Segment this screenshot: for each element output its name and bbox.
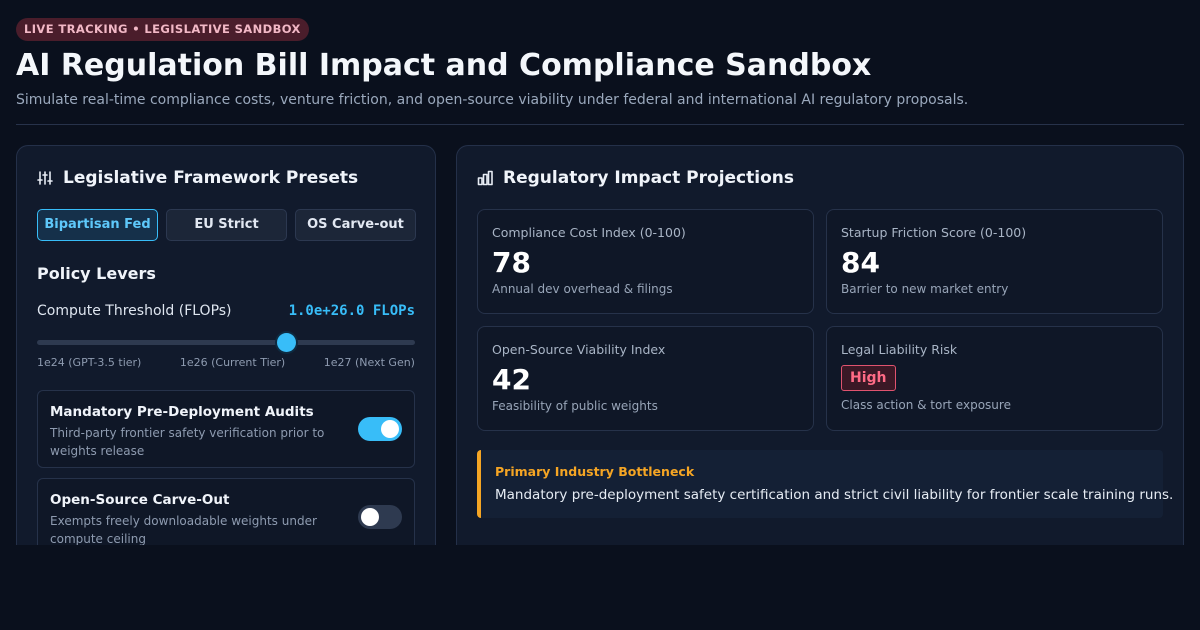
tick-label: 1e27 (Next Gen) [323, 356, 415, 369]
toggle-knob [361, 508, 379, 526]
metric-label: Open-Source Viability Index [492, 342, 666, 357]
metric-value: 78 [492, 246, 531, 279]
metric-label: Startup Friction Score (0-100) [841, 225, 1027, 240]
startup-friction-card: Startup Friction Score (0-100) 84 Barrie… [826, 209, 1163, 314]
open-source-carve-out-toggle[interactable] [358, 505, 402, 529]
preset-os-carve-out-button[interactable]: OS Carve-out [295, 209, 416, 241]
bar-chart-icon [477, 170, 493, 186]
open-source-carve-out-title: Open-Source Carve-Out [50, 492, 230, 508]
bottleneck-title: Primary Industry Bottleneck [495, 464, 695, 479]
tick-label: 1e24 (GPT-3.5 tier) [37, 356, 142, 369]
primary-bottleneck-callout: Primary Industry Bottleneck Mandatory pr… [477, 450, 1173, 518]
live-tracking-badge: LIVE TRACKING • LEGISLATIVE SANDBOX [16, 18, 309, 41]
open-source-carve-out-card: Open-Source Carve-Out Exempts freely dow… [37, 478, 415, 545]
pre-deployment-audits-title: Mandatory Pre-Deployment Audits [50, 404, 314, 420]
metric-subtext: Barrier to new market entry [841, 282, 1009, 296]
compute-threshold-ticks: 1e24 (GPT-3.5 tier) 1e26 (Current Tier) … [37, 356, 415, 369]
metric-value: 42 [492, 363, 531, 396]
metric-label: Legal Liability Risk [841, 342, 958, 357]
risk-level-badge: High [841, 365, 896, 391]
open-source-carve-out-desc: Exempts freely downloadable weights unde… [50, 514, 317, 545]
compute-threshold-value: 1.0e+26.0 FLOPs [288, 303, 415, 319]
legal-liability-card: Legal Liability Risk High Class action &… [826, 326, 1163, 431]
pre-deployment-audits-card: Mandatory Pre-Deployment Audits Third-pa… [37, 390, 415, 468]
compute-threshold-slider-thumb[interactable] [276, 333, 296, 352]
page-subtitle: Simulate real-time compliance costs, ven… [16, 92, 969, 108]
presets-panel-title: Legislative Framework Presets [63, 168, 359, 188]
open-source-viability-card: Open-Source Viability Index 42 Feasibili… [477, 326, 814, 431]
policy-levers-heading: Policy Levers [37, 264, 156, 283]
presets-panel-header: Legislative Framework Presets [37, 168, 358, 188]
pre-deployment-audits-toggle[interactable] [358, 417, 402, 441]
preset-bipartisan-fed-button[interactable]: Bipartisan Fed [37, 209, 158, 241]
metric-subtext: Feasibility of public weights [492, 399, 658, 413]
compute-threshold-slider[interactable] [37, 333, 415, 352]
impact-projections-panel: Regulatory Impact Projections Compliance… [456, 145, 1184, 545]
metric-label: Compliance Cost Index (0-100) [492, 225, 686, 240]
metric-value: 84 [841, 246, 880, 279]
pre-deployment-audits-desc: Third-party frontier safety verification… [50, 426, 325, 458]
sliders-icon [37, 170, 53, 186]
bottleneck-text: Mandatory pre-deployment safety certific… [495, 487, 1174, 503]
page-title: AI Regulation Bill Impact and Compliance… [16, 48, 872, 83]
compliance-cost-card: Compliance Cost Index (0-100) 78 Annual … [477, 209, 814, 314]
framework-presets-panel: Legislative Framework Presets Bipartisan… [16, 145, 436, 545]
compute-threshold-label: Compute Threshold (FLOPs) [37, 303, 232, 319]
projections-panel-header: Regulatory Impact Projections [477, 168, 794, 188]
projections-panel-title: Regulatory Impact Projections [503, 168, 794, 188]
tick-label: 1e26 (Current Tier) [179, 356, 286, 369]
preset-eu-strict-button[interactable]: EU Strict [166, 209, 287, 241]
preset-buttons: Bipartisan Fed EU Strict OS Carve-out [37, 209, 416, 241]
metric-subtext: Annual dev overhead & filings [492, 282, 673, 296]
header-divider [16, 124, 1184, 125]
metric-subtext: Class action & tort exposure [841, 398, 1011, 412]
toggle-knob [381, 420, 399, 438]
